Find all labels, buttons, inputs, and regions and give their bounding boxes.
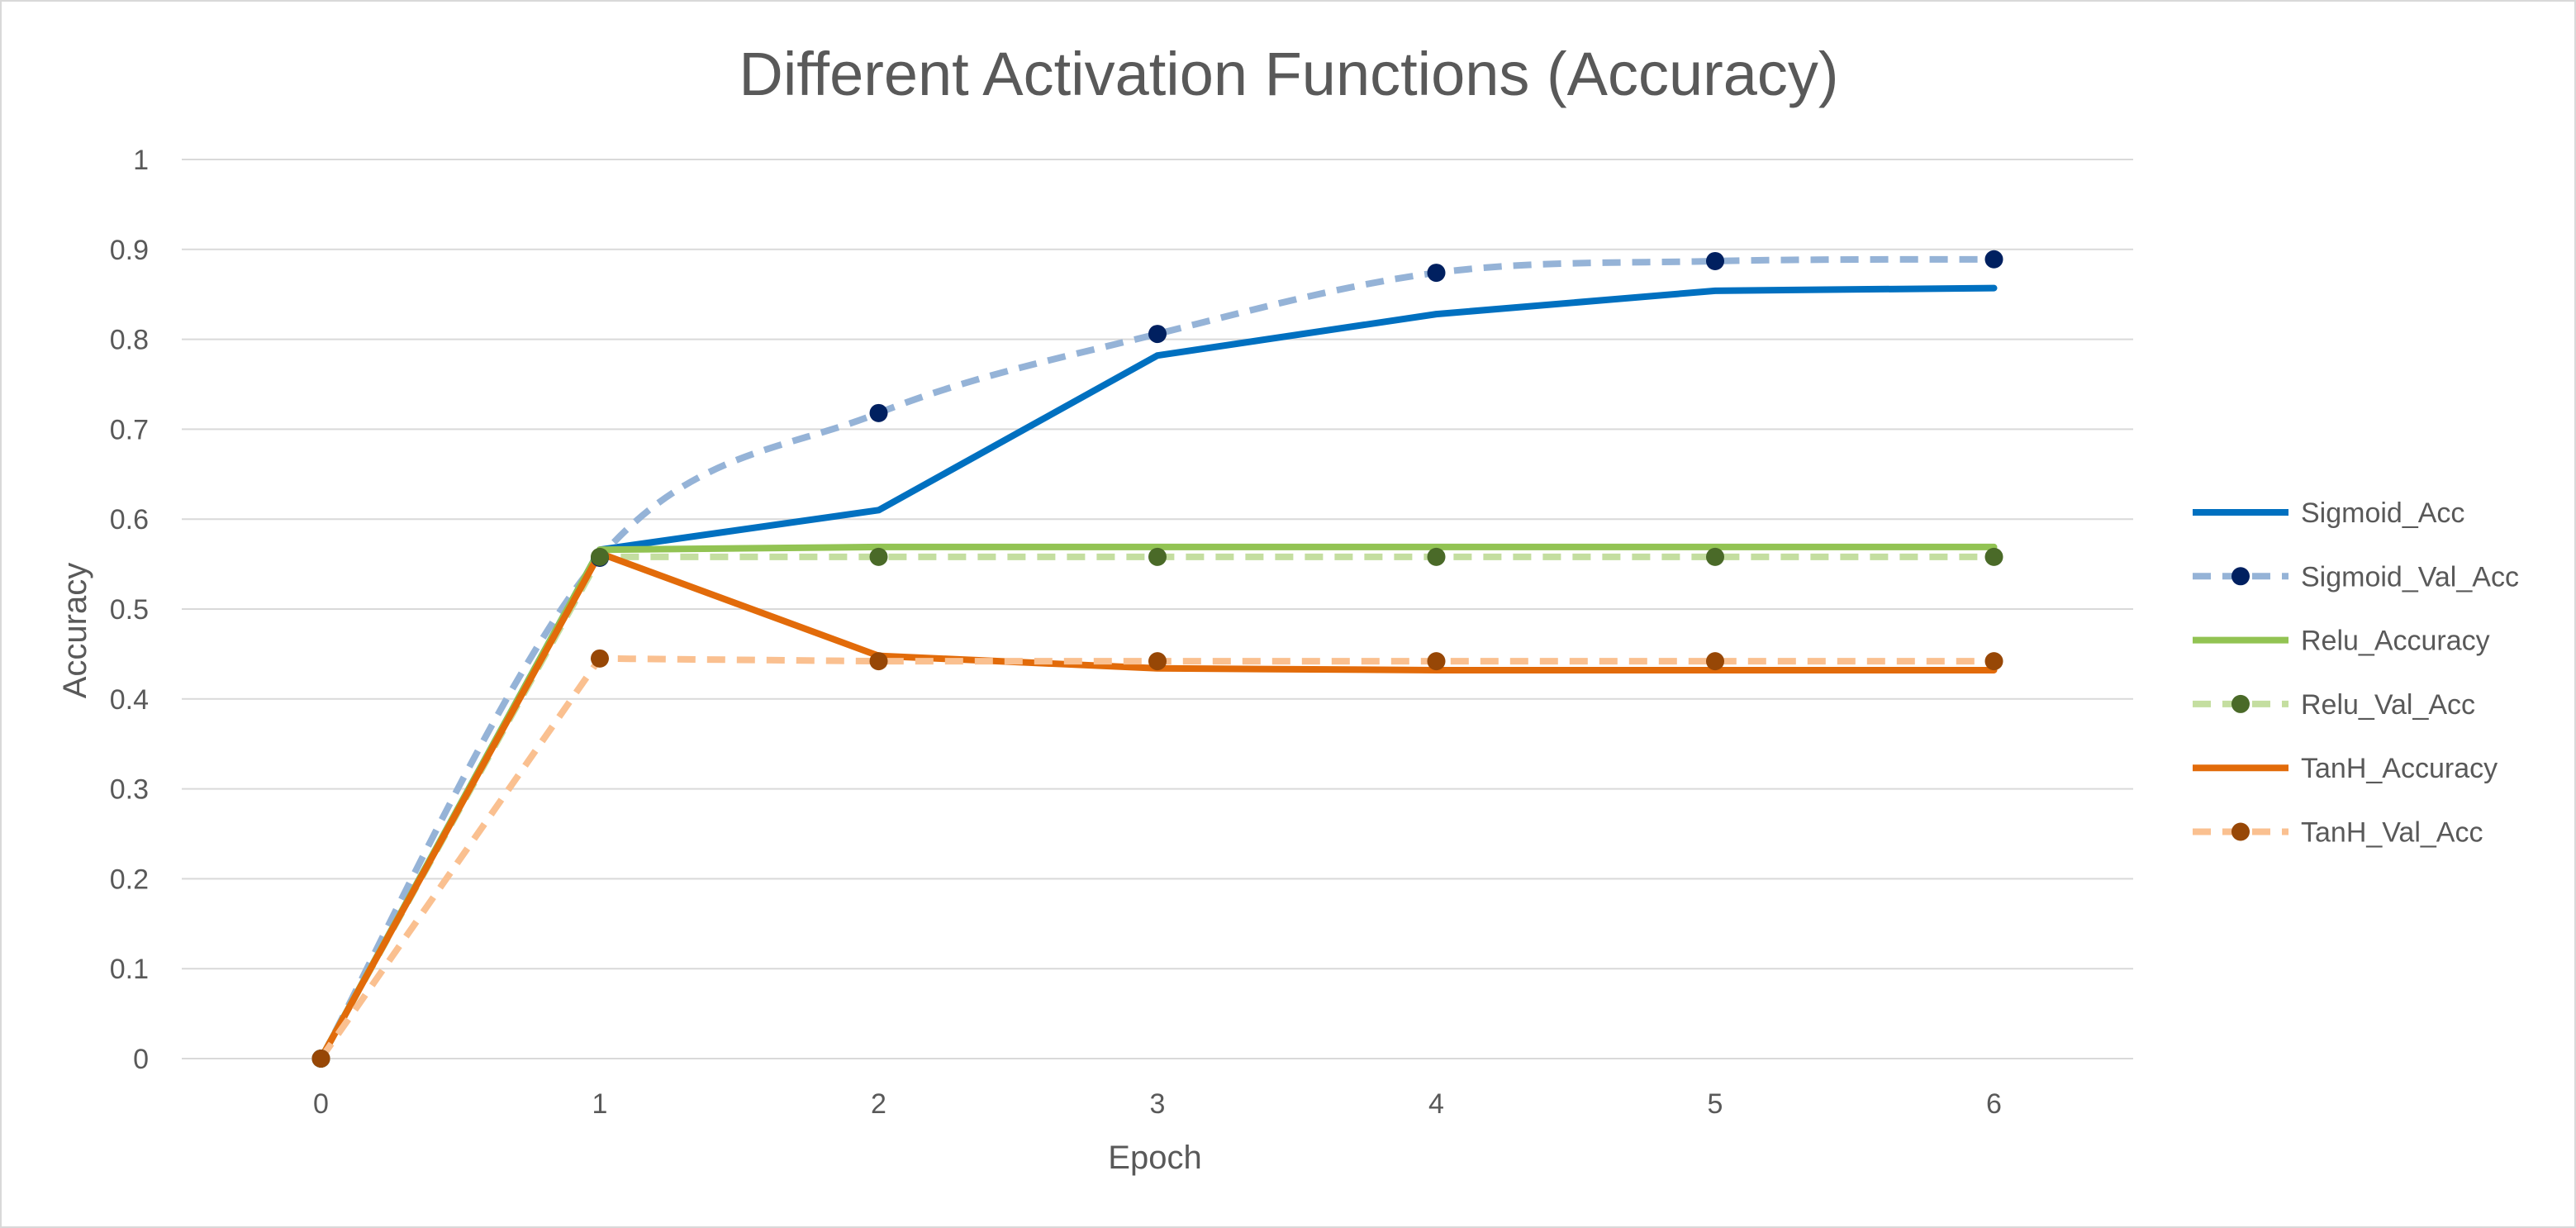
x-tick-label: 3 xyxy=(1150,1088,1166,1120)
chart-title: Different Activation Functions (Accuracy… xyxy=(739,40,1838,108)
y-tick-label: 0.6 xyxy=(110,504,149,535)
x-tick-label: 2 xyxy=(871,1088,886,1120)
legend-label: TanH_Val_Acc xyxy=(2301,817,2483,849)
legend-item: Relu_Val_Acc xyxy=(2193,689,2475,721)
x-tick-label: 5 xyxy=(1708,1088,1723,1120)
data-point-tanh-val-acc xyxy=(311,1050,330,1068)
data-point-tanh-val-acc xyxy=(1706,652,1724,671)
legend-label: Sigmoid_Acc xyxy=(2301,497,2464,529)
series-line-tanh-val-acc xyxy=(318,654,1994,1061)
x-axis-title: Epoch xyxy=(1108,1140,1201,1176)
legend-label: Relu_Accuracy xyxy=(2301,626,2490,657)
legend-marker xyxy=(2231,822,2250,841)
y-tick-label: 0.7 xyxy=(110,414,149,445)
x-tick-label: 6 xyxy=(1986,1088,2002,1120)
y-tick-label: 0.3 xyxy=(110,774,149,806)
data-point-relu-val-acc xyxy=(1706,547,1724,566)
data-point-tanh-val-acc xyxy=(1148,652,1167,671)
y-tick-label: 0.4 xyxy=(110,684,149,716)
y-axis-title: Accuracy xyxy=(57,563,93,699)
data-point-relu-val-acc xyxy=(1148,547,1167,566)
legend-item: Relu_Accuracy xyxy=(2193,626,2490,657)
data-point-sigmoid-val-acc xyxy=(1706,251,1724,270)
data-point-tanh-val-acc xyxy=(591,649,609,668)
legend-marker xyxy=(2231,694,2250,713)
data-point-relu-val-acc xyxy=(1984,547,2003,566)
legend-item: TanH_Accuracy xyxy=(2193,753,2498,784)
legend-item: Sigmoid_Acc xyxy=(2193,497,2464,529)
legend-item: TanH_Val_Acc xyxy=(2193,817,2483,849)
data-point-sigmoid-val-acc xyxy=(869,403,888,422)
data-point-relu-val-acc xyxy=(1427,547,1446,566)
y-tick-label: 1 xyxy=(133,145,149,176)
legend-label: Relu_Val_Acc xyxy=(2301,689,2475,721)
legend-item: Sigmoid_Val_Acc xyxy=(2193,561,2519,593)
legend-label: TanH_Accuracy xyxy=(2301,753,2498,784)
data-point-sigmoid-val-acc xyxy=(1148,325,1167,344)
series-line-relu-accuracy xyxy=(317,543,1998,1062)
y-axis-tick-labels: 0 0.1 0.2 0.3 0.4 0.5 0.6 0.7 0.8 0.9 1 xyxy=(110,145,149,1075)
data-point-sigmoid-val-acc xyxy=(1984,250,2003,269)
gridlines xyxy=(182,159,2133,1059)
y-tick-label: 0.5 xyxy=(110,594,149,626)
series-markers xyxy=(311,250,2003,1068)
y-tick-label: 0.2 xyxy=(110,864,149,895)
series-line-tanh-accuracy xyxy=(317,550,1998,1062)
data-point-tanh-val-acc xyxy=(869,652,888,671)
data-point-sigmoid-val-acc xyxy=(1427,264,1446,283)
x-tick-label: 1 xyxy=(592,1088,608,1120)
y-tick-label: 0 xyxy=(133,1044,149,1075)
y-tick-label: 0.8 xyxy=(110,325,149,356)
data-point-relu-val-acc xyxy=(869,547,888,566)
x-axis-tick-labels: 0 1 2 3 4 5 6 xyxy=(313,1088,2002,1120)
y-tick-label: 0.9 xyxy=(110,235,149,266)
series-line-sigmoid-val-acc xyxy=(318,255,1994,1060)
legend-label: Sigmoid_Val_Acc xyxy=(2301,561,2519,593)
series-line-relu-val-acc xyxy=(318,553,1994,1060)
x-tick-label: 0 xyxy=(313,1088,329,1120)
legend-marker xyxy=(2231,567,2250,586)
legend: Sigmoid_Acc Sigmoid_Val_Acc Relu_Accuracy R… xyxy=(2193,497,2519,849)
data-point-tanh-val-acc xyxy=(1427,652,1446,671)
data-point-tanh-val-acc xyxy=(1984,652,2003,671)
x-tick-label: 4 xyxy=(1428,1088,1444,1120)
y-tick-label: 0.1 xyxy=(110,954,149,985)
data-point-relu-val-acc xyxy=(591,547,609,566)
